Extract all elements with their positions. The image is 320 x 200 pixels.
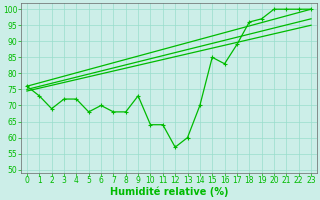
X-axis label: Humidité relative (%): Humidité relative (%) (110, 187, 228, 197)
